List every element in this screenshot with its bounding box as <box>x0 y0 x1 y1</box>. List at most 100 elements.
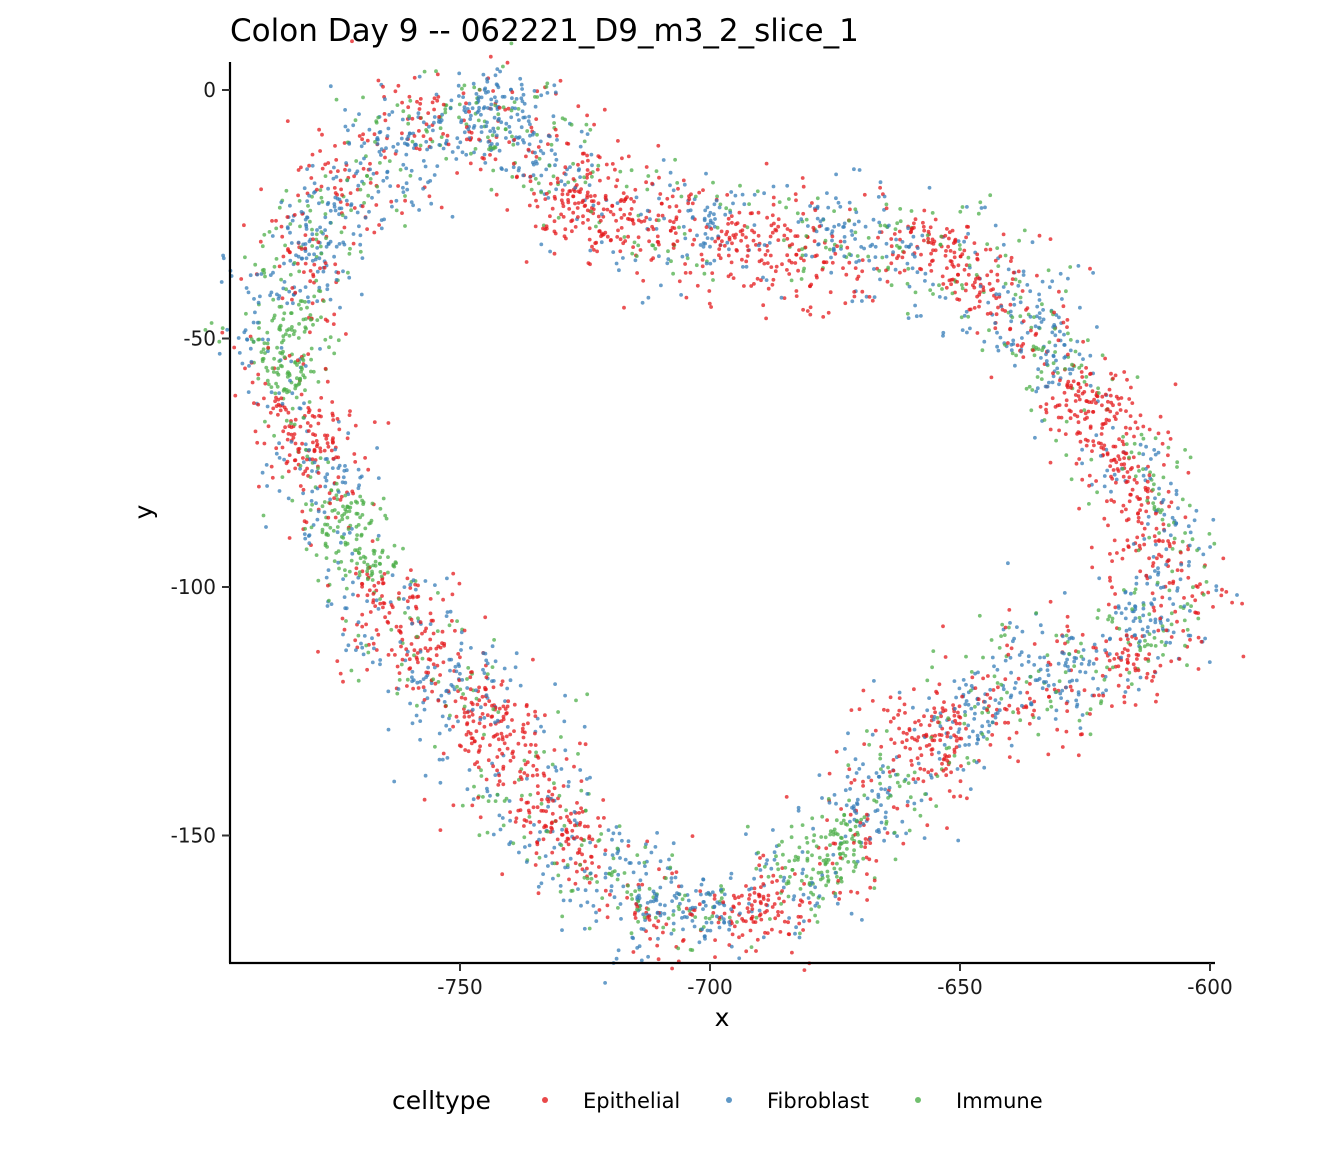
data-point-epithelial <box>1165 559 1170 564</box>
data-point-fibroblast <box>993 321 997 325</box>
data-point-epithelial <box>598 824 602 828</box>
data-point-epithelial <box>1182 596 1186 600</box>
data-point-epithelial <box>256 402 261 407</box>
data-point-epithelial <box>232 345 237 350</box>
data-point-immune <box>305 305 309 310</box>
data-point-fibroblast <box>406 605 411 610</box>
data-point-fibroblast <box>413 587 418 592</box>
data-point-epithelial <box>276 412 280 417</box>
data-point-immune <box>653 915 658 920</box>
data-point-epithelial <box>389 199 394 204</box>
data-point-epithelial <box>409 642 414 646</box>
data-point-immune <box>634 254 639 258</box>
data-point-epithelial <box>896 713 900 717</box>
data-point-fibroblast <box>302 401 306 406</box>
data-point-fibroblast <box>438 780 443 785</box>
data-point-epithelial <box>945 227 949 231</box>
data-point-epithelial <box>1086 409 1091 414</box>
data-point-epithelial <box>959 764 963 768</box>
data-point-fibroblast <box>1042 680 1046 684</box>
data-point-epithelial <box>567 189 572 194</box>
data-point-epithelial <box>808 312 813 317</box>
data-point-epithelial <box>1016 269 1021 274</box>
data-point-fibroblast <box>1060 634 1065 639</box>
data-point-epithelial <box>729 214 734 219</box>
data-point-fibroblast <box>279 200 284 205</box>
data-point-fibroblast <box>422 707 427 712</box>
data-point-immune <box>1160 517 1165 522</box>
data-point-fibroblast <box>1074 698 1079 703</box>
data-point-immune <box>305 454 310 459</box>
data-point-fibroblast <box>1150 602 1154 607</box>
data-point-fibroblast <box>448 668 452 673</box>
data-point-fibroblast <box>1050 380 1055 385</box>
data-point-fibroblast <box>492 129 497 134</box>
data-point-fibroblast <box>376 476 381 480</box>
data-point-fibroblast <box>401 162 406 167</box>
data-point-immune <box>878 223 883 228</box>
data-point-fibroblast <box>825 191 829 196</box>
data-point-epithelial <box>534 767 539 772</box>
data-point-fibroblast <box>1020 703 1024 708</box>
data-point-epithelial <box>323 366 328 371</box>
data-point-epithelial <box>952 255 957 260</box>
data-point-epithelial <box>593 193 597 198</box>
data-point-epithelial <box>373 604 378 608</box>
data-point-epithelial <box>577 823 582 827</box>
data-point-fibroblast <box>846 731 850 736</box>
data-point-fibroblast <box>274 451 279 456</box>
data-point-epithelial <box>1128 426 1133 431</box>
data-point-epithelial <box>910 735 914 740</box>
data-point-immune <box>1111 665 1115 670</box>
data-point-immune <box>336 511 341 515</box>
data-point-epithelial <box>1110 476 1115 481</box>
data-point-immune <box>585 692 590 697</box>
data-point-epithelial <box>1034 331 1039 336</box>
data-point-immune <box>859 844 864 849</box>
data-point-fibroblast <box>966 231 970 236</box>
data-point-epithelial <box>994 721 999 726</box>
data-point-epithelial <box>430 100 435 105</box>
data-point-epithelial <box>470 670 474 674</box>
data-point-epithelial <box>327 491 332 496</box>
data-point-fibroblast <box>599 240 604 245</box>
data-point-immune <box>812 833 817 838</box>
data-point-epithelial <box>1120 556 1125 561</box>
data-point-epithelial <box>941 282 946 286</box>
data-point-epithelial <box>1003 625 1008 630</box>
data-point-fibroblast <box>566 780 571 784</box>
data-point-fibroblast <box>546 804 550 809</box>
data-point-fibroblast <box>324 575 329 580</box>
data-point-fibroblast <box>463 110 468 114</box>
data-point-immune <box>563 117 567 122</box>
data-point-epithelial <box>501 782 506 787</box>
data-point-epithelial <box>902 268 907 273</box>
data-point-immune <box>607 872 612 876</box>
data-point-immune <box>315 318 320 322</box>
data-point-immune <box>989 638 994 642</box>
data-point-epithelial <box>898 237 902 242</box>
data-point-epithelial <box>365 572 370 577</box>
data-point-fibroblast <box>494 99 499 104</box>
data-point-epithelial <box>674 870 679 874</box>
data-point-epithelial <box>302 270 306 274</box>
data-point-epithelial <box>1206 590 1211 595</box>
data-point-fibroblast <box>1081 648 1086 652</box>
data-point-epithelial <box>1126 517 1131 522</box>
data-point-fibroblast <box>563 172 568 177</box>
data-point-epithelial <box>898 270 902 275</box>
data-point-fibroblast <box>1037 716 1041 720</box>
data-point-immune <box>800 823 805 827</box>
data-point-epithelial <box>660 213 665 218</box>
data-point-epithelial <box>416 660 420 665</box>
data-point-immune <box>884 202 889 207</box>
data-point-immune <box>293 360 297 365</box>
data-point-fibroblast <box>1050 330 1055 335</box>
data-point-fibroblast <box>1186 524 1191 529</box>
data-point-epithelial <box>470 702 475 707</box>
data-point-epithelial <box>301 487 306 492</box>
data-point-epithelial <box>910 226 914 231</box>
data-point-fibroblast <box>862 246 866 251</box>
data-point-immune <box>267 230 272 234</box>
